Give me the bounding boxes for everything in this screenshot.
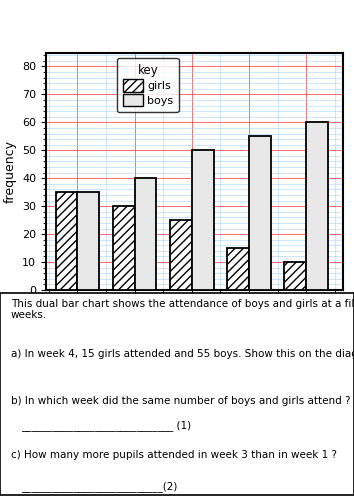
FancyBboxPatch shape [0, 292, 354, 495]
Bar [227, 248, 249, 290]
Bar [56, 192, 78, 290]
Bar [78, 192, 99, 290]
Text: This dual bar chart shows the attendance of boys and girls at a film club over 5: This dual bar chart shows the attendance… [11, 298, 354, 320]
Text: ___________________________(2): ___________________________(2) [21, 481, 178, 492]
Bar [192, 150, 213, 290]
X-axis label: weeks: weeks [175, 316, 215, 328]
Text: c) How many more pupils attended in week 3 than in week 1 ?: c) How many more pupils attended in week… [11, 450, 337, 460]
Bar [170, 220, 192, 290]
Text: a) In week 4, 15 girls attended and 55 boys. Show this on the diagram. (2): a) In week 4, 15 girls attended and 55 b… [11, 349, 354, 359]
Text: _____________________________ (1): _____________________________ (1) [21, 420, 192, 431]
Bar [135, 178, 156, 290]
Text: b) In which week did the same number of boys and girls attend ?: b) In which week did the same number of … [11, 396, 350, 406]
Bar [306, 122, 328, 290]
Legend: girls, boys: girls, boys [117, 58, 179, 112]
Y-axis label: frequency: frequency [4, 140, 17, 203]
Bar [113, 206, 135, 290]
Bar [285, 262, 306, 290]
Text: Exam style question 1: Exam style question 1 [91, 6, 263, 20]
Bar [249, 136, 271, 290]
